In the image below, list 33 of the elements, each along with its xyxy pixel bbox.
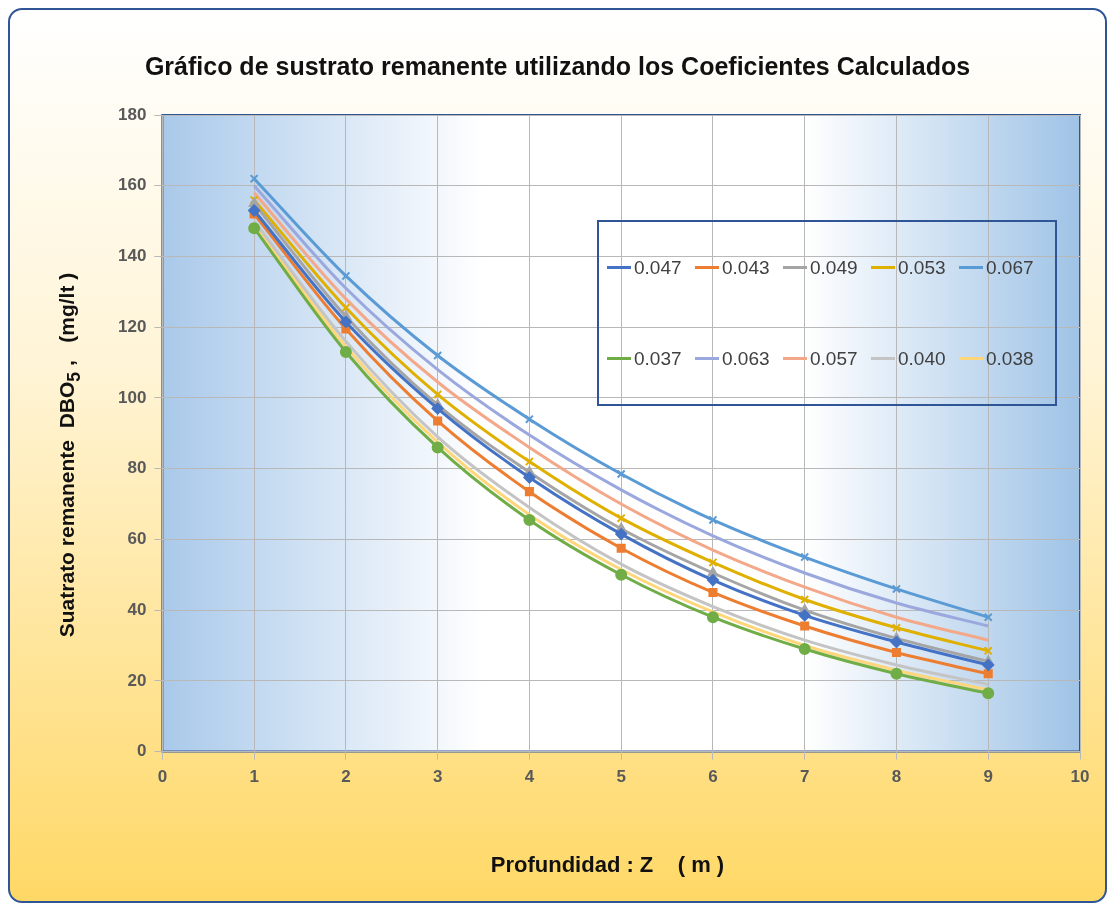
x-tick-label: 7	[799, 767, 810, 787]
legend-label: 0.063	[722, 347, 770, 370]
chart-title: Gráfico de sustrato remanente utilizando los Coeficientes Calculados	[143, 52, 972, 81]
x-axis-title: Profundidad : Z ( m )	[489, 852, 726, 878]
legend-label: 0.043	[722, 256, 770, 279]
y-tick-label: 20	[127, 670, 147, 690]
x-tick-label: 4	[524, 767, 535, 787]
x-tick-label: 1	[249, 767, 259, 787]
legend-label: 0.053	[898, 256, 946, 279]
x-tick-label: 5	[616, 767, 626, 787]
x-tick-label: 0	[157, 767, 168, 787]
y-tick-label: 60	[127, 529, 147, 549]
y-tick-label: 100	[117, 387, 147, 407]
legend-label: 0.057	[810, 347, 858, 370]
y-tick-label: 140	[117, 246, 147, 266]
y-tick-label: 40	[127, 599, 147, 619]
x-tick-label: 3	[432, 767, 443, 787]
legend-label: 0.038	[986, 347, 1034, 370]
x-tick-label: 9	[983, 767, 993, 787]
y-tick-label: 120	[117, 316, 147, 336]
x-tick-label: 8	[891, 767, 902, 787]
y-tick-label: 180	[117, 104, 147, 124]
legend-label: 0.067	[986, 256, 1034, 279]
y-tick-label: 80	[127, 458, 147, 478]
legend-label: 0.047	[634, 256, 682, 279]
x-tick-label: 2	[341, 767, 351, 787]
legend-label: 0.037	[634, 347, 682, 370]
x-tick-label: 10	[1070, 767, 1090, 787]
y-tick-label: 0	[136, 741, 147, 761]
legend-label: 0.040	[898, 347, 946, 370]
y-tick-label: 160	[117, 175, 147, 195]
x-tick-label: 6	[708, 767, 718, 787]
legend-label: 0.049	[810, 256, 858, 279]
